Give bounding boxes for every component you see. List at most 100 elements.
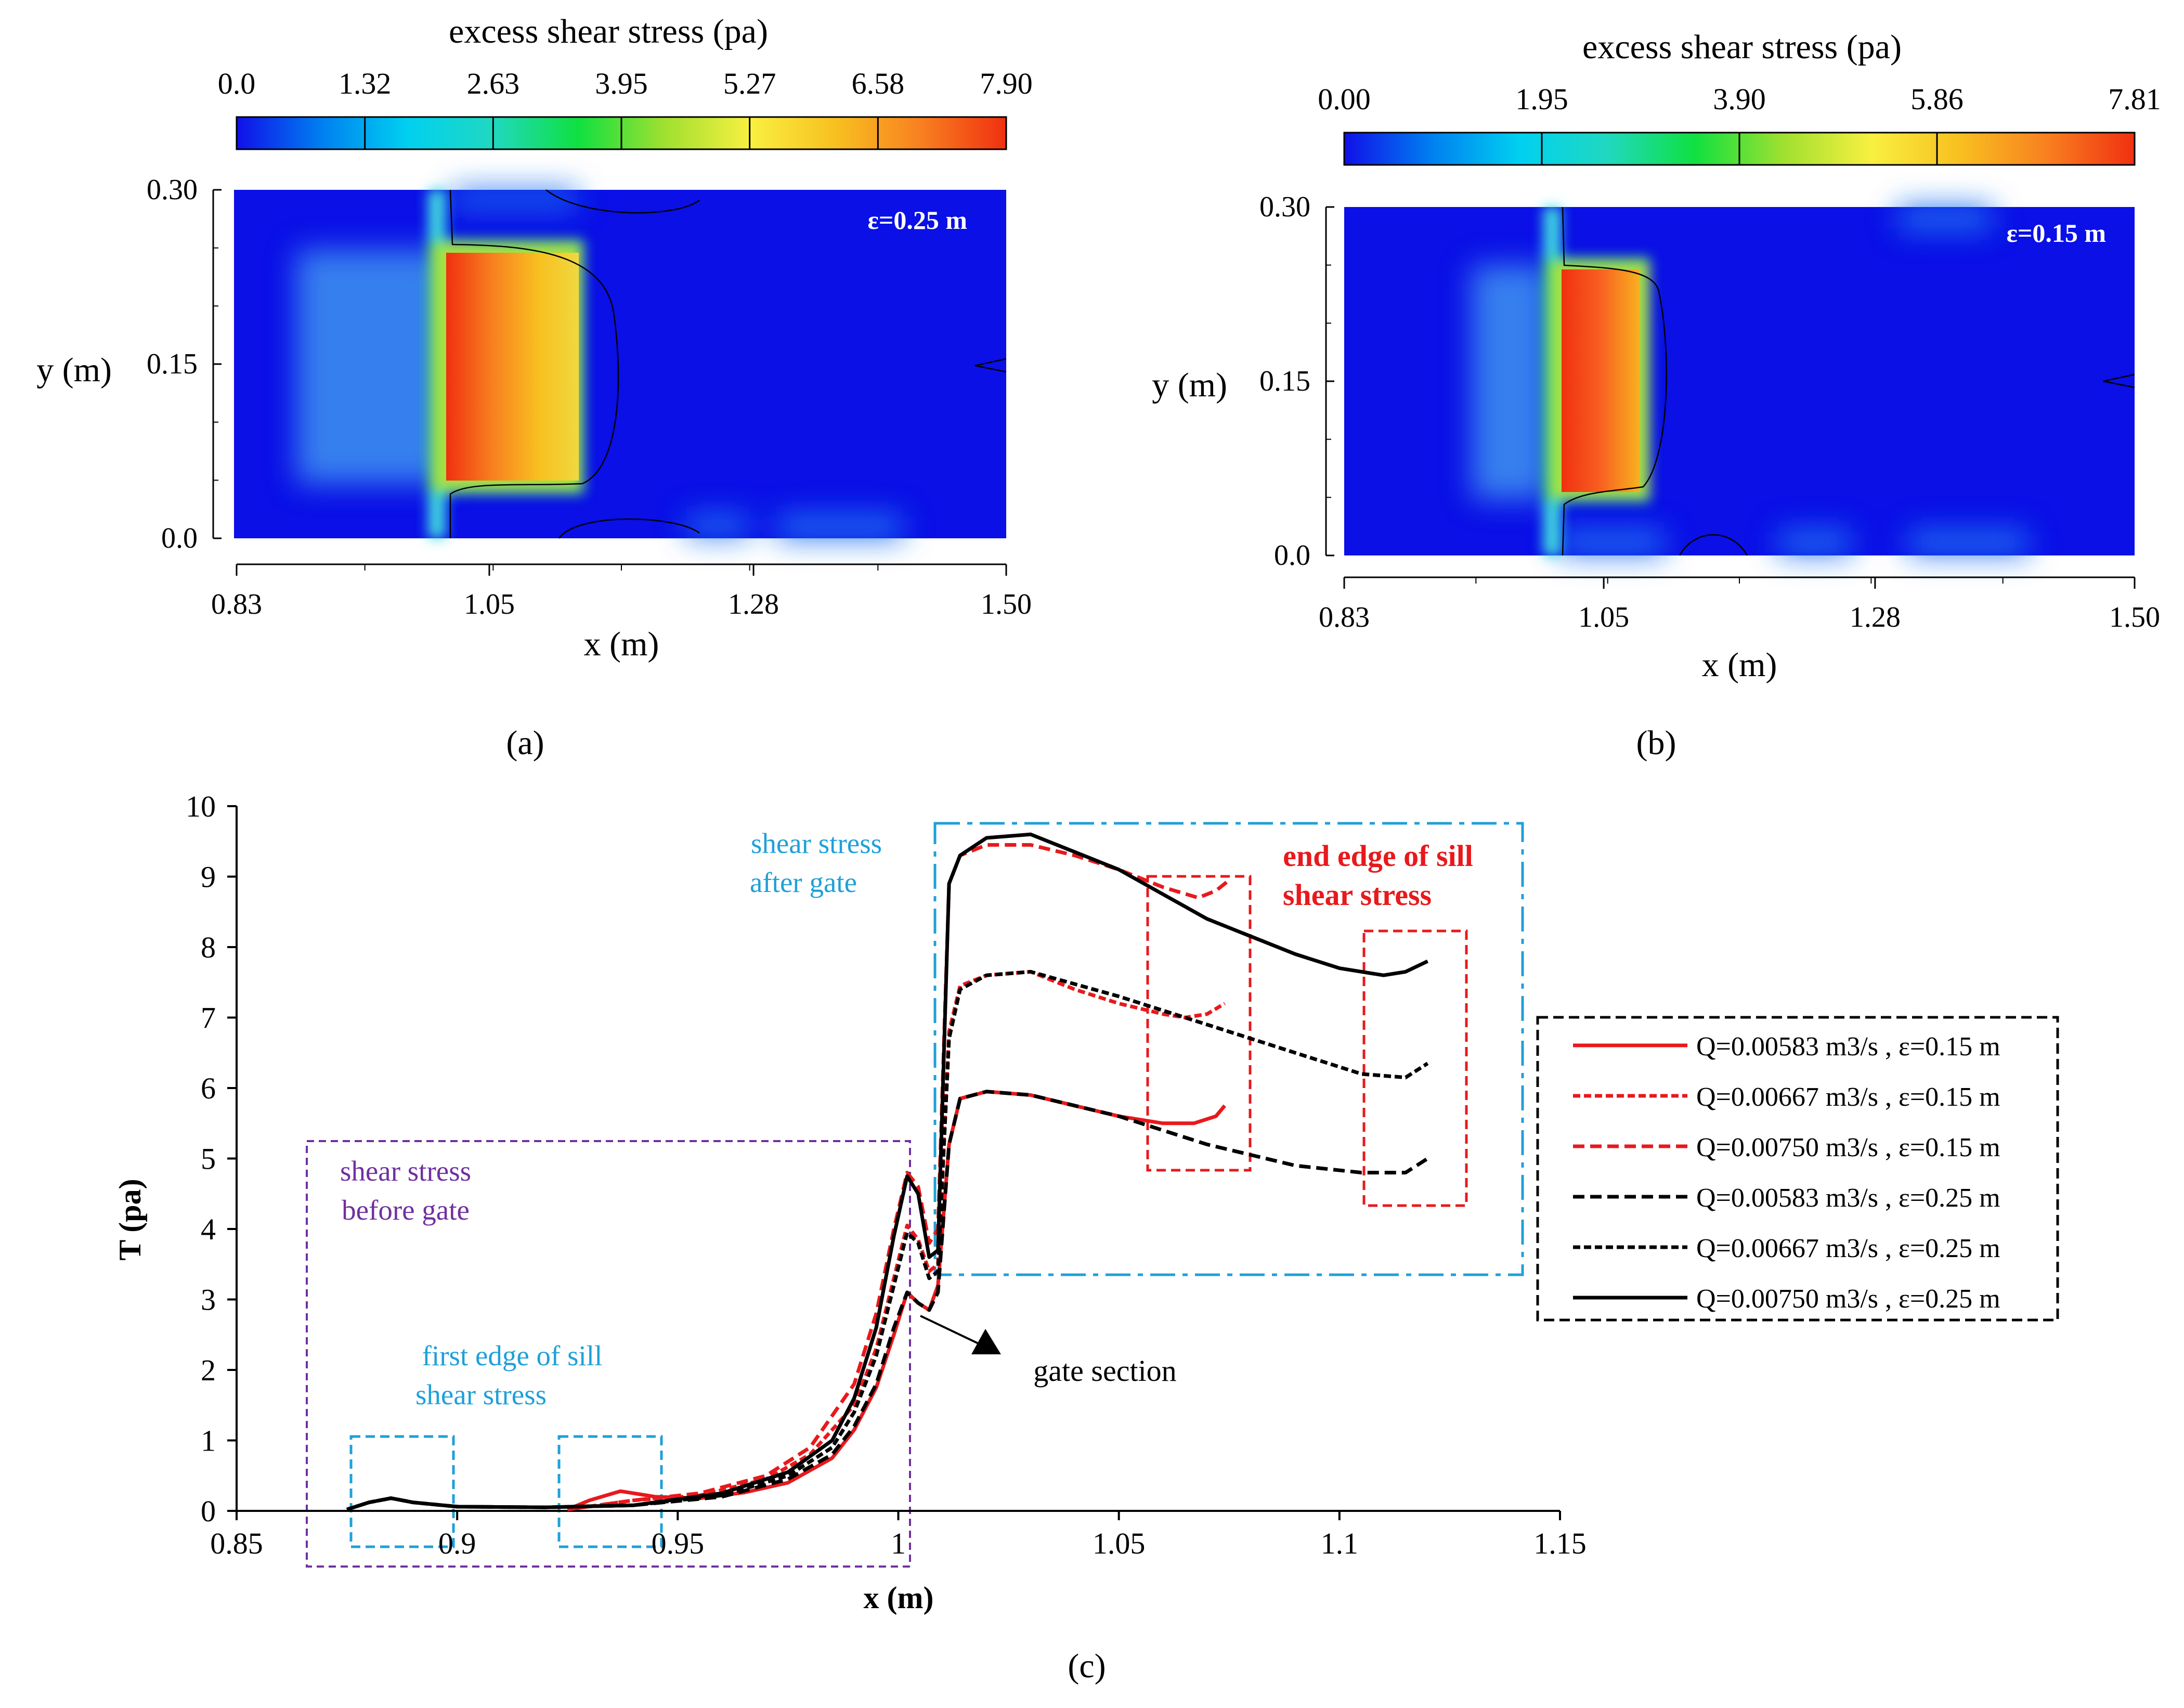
x-tick-label: 1.50	[981, 588, 1032, 620]
gate-section-annotation: gate section	[1033, 1354, 1176, 1388]
panel-b-colorbar-dividers	[1541, 133, 1938, 165]
after-gate-annotation-line2: after gate	[750, 866, 857, 898]
colorbar-tick-label: 5.86	[1910, 82, 1964, 116]
panel-a-high-stress-zone	[446, 253, 579, 481]
legend-label-3: Q=0.00750 m3/s , ε=0.15 m	[1696, 1133, 2000, 1162]
x-tick-label: 0.83	[1319, 601, 1370, 633]
panel-b-zero-contour	[1562, 206, 1667, 556]
panel-b-lower-contour	[1679, 534, 1748, 556]
y-tick-label: 4	[201, 1212, 216, 1246]
panel-b-epsilon-label: ε=0.15 m	[2006, 218, 2106, 248]
colorbar-tick-label: 3.90	[1713, 82, 1766, 116]
y-tick-label: 0.15	[1259, 365, 1310, 397]
y-tick-label: 0.30	[147, 174, 198, 206]
colorbar-tick-label: 0.0	[218, 67, 256, 100]
panel-c-axes: 0 1 2 3 4 5 6 7 8 9 10 0.85 0.9 0.95 1 1.05 1.1 1.15	[186, 790, 1587, 1560]
y-tick-label: 1	[201, 1424, 216, 1458]
panel-b-y-ticks: 0.0 0.15 0.30	[1259, 191, 1334, 572]
x-tick-label: 0.83	[211, 588, 262, 620]
panel-a-colorbar-dividers	[364, 117, 879, 149]
end-edge-annotation-line2: shear stress	[1283, 878, 1432, 912]
panel-a-x-axis-label: x (m)	[584, 625, 659, 663]
end-edge-annotation-line1: end edge of sill	[1283, 839, 1473, 873]
colorbar-tick-label: 1.95	[1515, 82, 1568, 116]
colorbar-tick-label: 5.27	[723, 67, 776, 100]
y-tick-label: 2	[201, 1353, 216, 1387]
x-tick-label: 1.05	[1093, 1526, 1146, 1560]
first-edge-annotation-line2: shear stress	[415, 1379, 547, 1411]
x-tick-label: 1.1	[1321, 1526, 1359, 1560]
panel-b-colorbar-title: excess shear stress (pa)	[1582, 28, 1902, 66]
gate-section-arrow-head	[971, 1329, 1001, 1354]
panel-c-series	[346, 832, 1429, 1511]
legend-label-1: Q=0.00583 m3/s , ε=0.15 m	[1696, 1032, 2000, 1062]
panel-c: 0 1 2 3 4 5 6 7 8 9 10 0.85 0.9 0.95 1 1.05 1.1 1.15 shea…	[113, 790, 2059, 1685]
legend-label-6: Q=0.00750 m3/s , ε=0.25 m	[1696, 1284, 2000, 1314]
y-tick-label: 0.0	[161, 522, 198, 554]
first-edge-annotation-line1: first edge of sill	[422, 1340, 603, 1371]
x-tick-label: 0.85	[210, 1526, 263, 1560]
x-tick-label: 1.05	[464, 588, 515, 620]
colorbar-tick-label: 2.63	[467, 67, 520, 100]
legend-frame	[1536, 1016, 2059, 1322]
y-tick-label: 7	[201, 1001, 216, 1035]
panel-c-y-axis-label: T (pa)	[113, 1179, 147, 1260]
x-tick-label: 1.15	[1533, 1526, 1587, 1560]
panel-a-x-ticks: 0.83 1.05 1.28 1.50	[211, 564, 1032, 620]
legend-label-2: Q=0.00667 m3/s , ε=0.15 m	[1696, 1082, 2000, 1112]
panel-c-label: (c)	[1068, 1647, 1106, 1685]
panel-b-plot-background	[1344, 207, 2135, 555]
panel-b-x-ticks: 0.83 1.05 1.28 1.50	[1319, 577, 2160, 633]
y-tick-label: 5	[201, 1142, 216, 1176]
gate-section-arrow-line	[920, 1315, 989, 1349]
panel-b-x-axis-label: x (m)	[1702, 646, 1777, 684]
end-edge-box-right	[1362, 929, 1468, 1207]
panel-b-y-axis-label: y (m)	[1152, 366, 1227, 404]
panel-a-contour-plot: ε=0.25 m	[234, 189, 1007, 539]
x-tick-label: 0.95	[652, 1526, 705, 1560]
panel-b-contour-plot: ε=0.15 m	[1344, 206, 2135, 556]
before-gate-annotation-line1: shear stress	[340, 1155, 471, 1187]
colorbar-tick-label: 1.32	[339, 67, 392, 100]
panel-a-lower-contour	[558, 518, 700, 539]
panel-a-y-axis-label: y (m)	[36, 351, 112, 389]
end-edge-box-left	[1146, 875, 1252, 1172]
panel-b-label: (b)	[1636, 724, 1676, 762]
colorbar-tick-label: 0.00	[1318, 82, 1371, 116]
x-tick-label: 1	[891, 1526, 906, 1560]
series-line-6	[346, 832, 1429, 1511]
panel-a-y-ticks: 0.0 0.15 0.30	[147, 174, 222, 554]
panel-a-label: (a)	[506, 724, 544, 762]
colorbar-tick-label: 7.90	[980, 67, 1033, 100]
x-tick-label: 0.9	[438, 1526, 476, 1560]
panel-a-soft-fields	[296, 190, 902, 538]
panel-a-epsilon-label: ε=0.25 m	[867, 205, 967, 235]
series-line-5	[346, 969, 1429, 1511]
after-gate-box	[933, 822, 1524, 1276]
legend-label-5: Q=0.00667 m3/s , ε=0.25 m	[1696, 1234, 2000, 1263]
x-tick-label: 1.05	[1578, 601, 1629, 633]
panel-b-outlet-contour	[2103, 373, 2135, 389]
first-edge-box-right	[557, 1435, 663, 1548]
panel-a-zero-contour	[449, 189, 619, 538]
series-line-2	[567, 969, 1226, 1511]
x-tick-label: 1.28	[728, 588, 779, 620]
y-tick-label: 10	[186, 790, 216, 823]
y-tick-label: 3	[201, 1283, 216, 1317]
y-tick-label: 6	[201, 1071, 216, 1105]
panel-b-soft-fields	[1472, 207, 2028, 554]
panel-a-upper-contour	[545, 189, 700, 214]
panel-a-outlet-contour	[974, 358, 1007, 373]
x-tick-label: 1.28	[1850, 601, 1901, 633]
legend-label-4: Q=0.00583 m3/s , ε=0.25 m	[1696, 1183, 2000, 1213]
panel-c-legend: Q=0.00583 m3/s , ε=0.15 m Q=0.00667 m3/s …	[1536, 1016, 2059, 1322]
before-gate-annotation-line2: before gate	[342, 1194, 470, 1226]
before-gate-box	[306, 1140, 911, 1568]
y-tick-label: 0.0	[1274, 539, 1310, 572]
series-line-1	[566, 1090, 1226, 1511]
series-line-3	[567, 843, 1230, 1511]
panel-b-colorbar-tick-labels: 0.00 1.95 3.90 5.86 7.81	[1318, 82, 2161, 116]
panel-c-x-axis-label: x (m)	[864, 1581, 934, 1615]
colorbar-tick-label: 7.81	[2108, 82, 2161, 116]
